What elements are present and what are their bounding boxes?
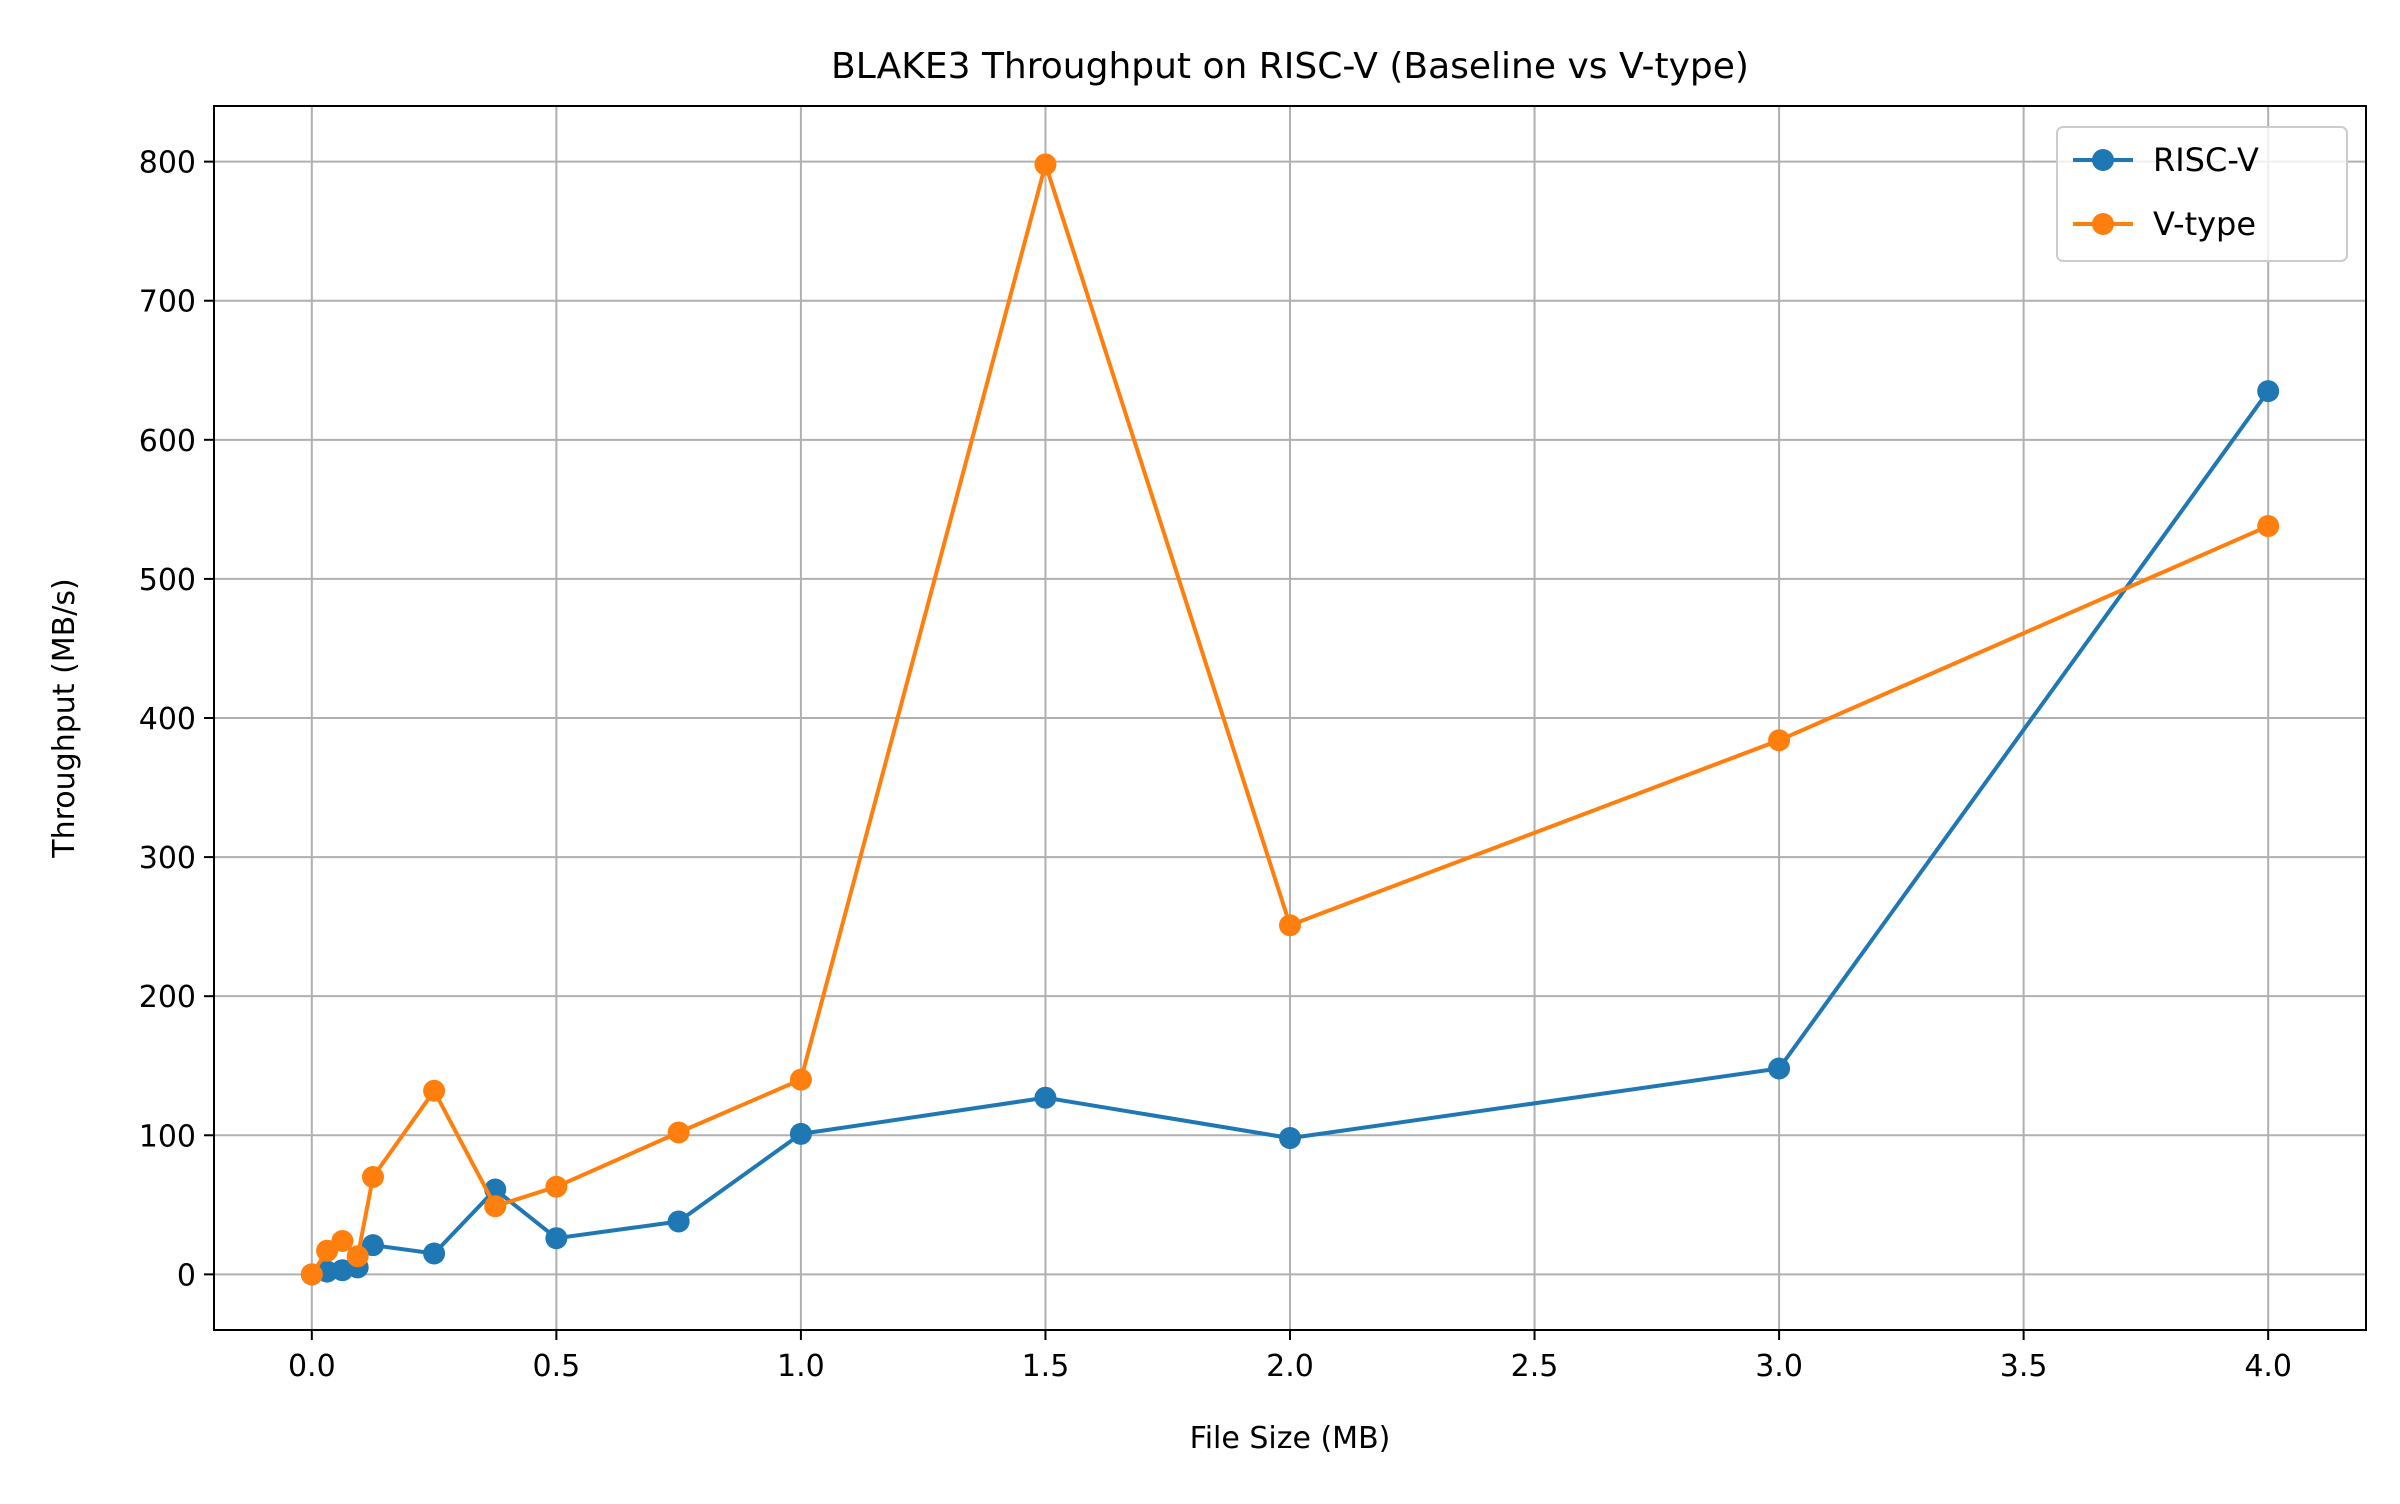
data-point-v-type (2257, 515, 2280, 538)
x-tick-label: 4.0 (2244, 1349, 2292, 1384)
data-point-v-type (300, 1263, 323, 1286)
data-point-risc-v (1279, 1127, 1301, 1150)
tick-layer: 0.0 0.5 1.0 1.5 2.0 2.5 3.0 3.5 4.0 0 100 200 300 400… (139, 146, 2292, 1384)
x-tick-label: 2.5 (1511, 1349, 1559, 1384)
x-tick-label: 1.0 (777, 1349, 825, 1384)
y-tick-label: 800 (139, 146, 196, 181)
data-point-risc-v (361, 1234, 384, 1257)
data-point-risc-v (545, 1227, 568, 1250)
data-point-v-type (1034, 153, 1057, 176)
y-tick-label: 700 (139, 285, 196, 320)
data-point-v-type (545, 1175, 568, 1198)
legend-label-risc-v: RISC-V (2153, 141, 2259, 179)
x-tick-label: 0.5 (533, 1349, 581, 1384)
data-point-v-type (789, 1068, 812, 1091)
legend: RISC-V V-type (2056, 126, 2348, 262)
data-point-v-type (1768, 729, 1791, 752)
x-tick-label: 1.5 (1022, 1349, 1070, 1384)
y-tick-label: 600 (139, 424, 196, 459)
x-tick-label: 2.0 (1266, 1349, 1314, 1384)
legend-swatch-marker-risc-v (2092, 149, 2114, 171)
data-point-v-type (423, 1079, 446, 1102)
y-tick-label: 500 (139, 563, 196, 598)
data-point-risc-v (2257, 380, 2280, 403)
x-tick-label: 3.5 (2000, 1349, 2048, 1384)
series-layer (300, 153, 2280, 1286)
data-point-risc-v (789, 1122, 812, 1145)
data-point-v-type (484, 1195, 507, 1218)
data-point-v-type (346, 1245, 369, 1268)
legend-swatch-marker-v-type (2092, 213, 2114, 235)
data-point-v-type (1279, 914, 1301, 937)
y-tick-label: 0 (177, 1258, 196, 1293)
y-tick-label: 100 (139, 1119, 196, 1154)
x-tick-label: 0.0 (288, 1349, 336, 1384)
y-axis-label: Throughput (MB/s) (47, 578, 82, 858)
data-point-risc-v (423, 1242, 446, 1265)
chart-title: BLAKE3 Throughput on RISC-V (Baseline vs… (831, 46, 1749, 87)
series-v-type (300, 153, 2280, 1286)
data-point-v-type (667, 1121, 690, 1144)
y-tick-label: 300 (139, 841, 196, 876)
legend-label-v-type: V-type (2153, 205, 2256, 243)
data-point-v-type (331, 1229, 354, 1252)
y-tick-label: 400 (139, 702, 196, 737)
data-point-risc-v (667, 1210, 690, 1233)
data-point-v-type (361, 1166, 384, 1188)
data-point-risc-v (1034, 1086, 1057, 1109)
data-point-risc-v (1768, 1057, 1791, 1080)
x-axis-label: File Size (MB) (1190, 1421, 1391, 1456)
y-tick-label: 200 (139, 980, 196, 1015)
x-tick-label: 3.0 (1755, 1349, 1803, 1384)
